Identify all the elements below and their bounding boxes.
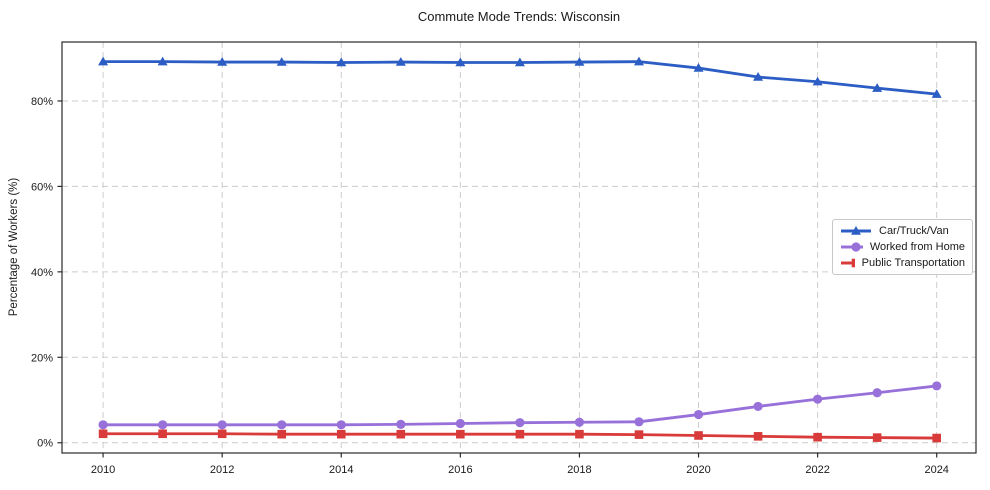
data-point-marker [515, 418, 525, 428]
legend-item-car-truck-van: Car/Truck/Van [840, 224, 965, 239]
data-point-marker [217, 57, 228, 66]
data-point-marker [455, 418, 465, 429]
data-point-marker [694, 431, 703, 440]
legend-label: Public Transportation [861, 257, 965, 269]
legend-circle-marker-icon [841, 242, 863, 252]
data-point-marker [634, 417, 644, 427]
chart-title: Commute Mode Trends: Wisconsin [417, 9, 621, 24]
x-tick-label: 2016 [448, 464, 472, 476]
x-tick-label: 2022 [805, 464, 829, 476]
data-point-marker [514, 57, 525, 67]
data-point-marker [851, 226, 861, 235]
data-point-marker [157, 56, 168, 66]
data-point-marker [851, 258, 855, 268]
legend-square-marker-icon [841, 258, 855, 268]
legend-label: Worked from Home [869, 241, 965, 253]
data-point-marker [396, 419, 406, 429]
data-point-marker [634, 430, 644, 439]
data-point-marker [851, 242, 861, 252]
y-tick-label: 80% [31, 96, 53, 108]
data-point-marker [98, 420, 108, 430]
data-point-marker [813, 394, 823, 404]
data-point-marker [813, 432, 822, 442]
data-point-marker [693, 63, 704, 72]
tick-labels: 2010 2012 2014 2016 2018 2020 2022 2024 0% 20% 40%… [31, 96, 949, 476]
data-point-marker [456, 429, 465, 439]
data-point-marker [158, 429, 167, 439]
data-point-marker [575, 429, 584, 439]
data-point-marker [872, 388, 882, 398]
legend-item-public-transportation: Public Transportation [840, 256, 965, 271]
y-tick-label: 60% [31, 181, 53, 193]
series-car-truck-van [98, 56, 942, 98]
data-point-marker [515, 429, 525, 439]
data-point-marker [217, 420, 227, 430]
plot-background [62, 42, 976, 453]
data-point-marker [633, 56, 644, 66]
axes-spines [61, 41, 977, 454]
data-point-marker [932, 433, 942, 443]
chart-legend: Car/Truck/Van Worked from Home Public Tr… [832, 219, 973, 275]
data-point-marker [98, 429, 108, 439]
data-point-marker [277, 429, 287, 439]
x-tick-label: 2018 [567, 464, 591, 476]
y-tick-label: 0% [37, 438, 53, 450]
axis-ticks [57, 100, 938, 458]
data-point-marker [396, 429, 406, 439]
data-point-marker [276, 57, 287, 66]
x-tick-label: 2024 [924, 464, 948, 476]
data-point-marker [455, 57, 466, 67]
x-tick-label: 2014 [329, 464, 353, 476]
x-tick-label: 2012 [210, 464, 234, 476]
data-point-marker [158, 420, 168, 430]
y-tick-label: 20% [31, 352, 53, 364]
data-point-marker [932, 381, 942, 391]
x-tick-label: 2020 [686, 464, 710, 476]
data-point-marker [574, 417, 585, 427]
data-point-marker [217, 429, 227, 439]
data-point-marker [872, 433, 882, 442]
data-point-marker [753, 401, 763, 412]
data-point-marker [277, 420, 287, 430]
series-worked-from-home [98, 381, 942, 430]
legend-triangle-marker-icon [841, 226, 871, 235]
data-point-marker [98, 56, 109, 66]
data-point-marker [693, 409, 704, 420]
series-public-transportation [98, 429, 942, 443]
data-point-marker [753, 72, 764, 81]
data-point-marker [336, 57, 347, 67]
data-point-marker [336, 420, 346, 430]
data-point-marker [872, 83, 883, 92]
data-point-marker [753, 432, 763, 441]
data-point-marker [336, 429, 346, 439]
legend-label: Car/Truck/Van [879, 225, 949, 237]
data-point-marker [931, 89, 942, 98]
data-point-marker [574, 57, 585, 66]
data-point-marker [812, 76, 823, 86]
data-point-marker [395, 57, 406, 66]
y-tick-label: 40% [31, 267, 53, 279]
legend-item-worked-from-home: Worked from Home [840, 240, 965, 255]
x-tick-label: 2010 [91, 464, 115, 476]
